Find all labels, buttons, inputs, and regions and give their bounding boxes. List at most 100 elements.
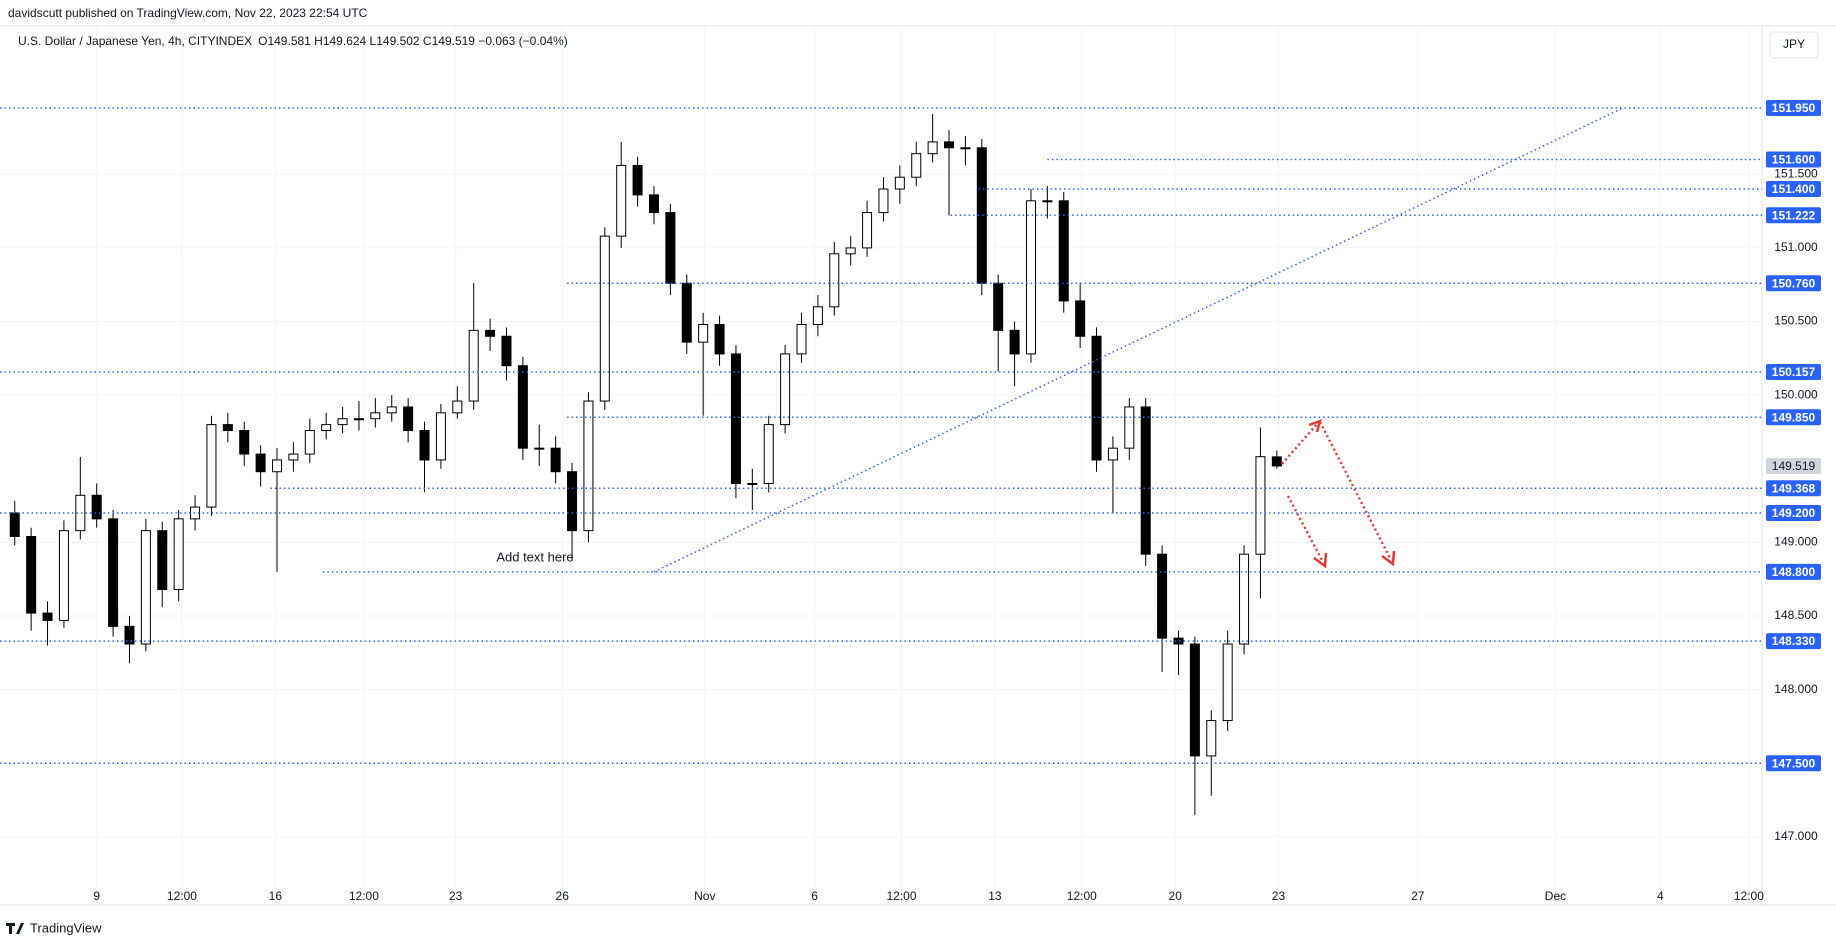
- level-label-box: [1766, 151, 1821, 168]
- level-label-box: [1766, 181, 1821, 198]
- candle-body: [1173, 637, 1184, 645]
- candle-body: [124, 625, 135, 645]
- currency-button[interactable]: [1769, 31, 1819, 59]
- level-label: 150.157: [1772, 365, 1816, 379]
- candle-body: [534, 447, 545, 450]
- candle-body: [42, 612, 53, 621]
- candle-body: [1239, 553, 1250, 645]
- candle-body: [747, 483, 758, 486]
- x-tick-label: 12:00: [886, 889, 916, 903]
- x-tick-label: 12:00: [167, 889, 197, 903]
- candle-body: [1157, 553, 1168, 639]
- candle-body: [190, 506, 201, 520]
- logo-mark: [6, 923, 24, 934]
- x-tick-label: 23: [1272, 889, 1286, 903]
- level-label: 151.600: [1772, 153, 1816, 167]
- candle-body: [271, 459, 283, 473]
- candle-body: [763, 424, 774, 485]
- candle-body: [452, 400, 463, 414]
- x-tick-label: Nov: [694, 889, 715, 903]
- x-tick-label: 26: [556, 889, 570, 903]
- level-label-box: [1766, 364, 1821, 381]
- projection-arrows: [1281, 419, 1396, 569]
- x-tick-label: 13: [988, 889, 1002, 903]
- candle-body: [730, 353, 741, 485]
- logo-text: TradingView: [30, 920, 102, 935]
- x-tick-label: 12:00: [1734, 889, 1764, 903]
- candle-body: [1025, 200, 1036, 355]
- symbol: U.S. Dollar / Japanese Yen, 4h, CITYINDE…: [18, 34, 252, 48]
- arrow-head: [1313, 552, 1328, 569]
- y-tick-label: 147.000: [1774, 829, 1818, 843]
- candle-body: [681, 282, 692, 343]
- candle-body: [648, 194, 659, 214]
- level-label-box: [1766, 409, 1821, 426]
- level-label: 151.222: [1772, 208, 1816, 222]
- level-label: 147.500: [1772, 756, 1816, 770]
- candle-body: [435, 412, 446, 461]
- candle-body: [468, 329, 479, 402]
- y-tick-label: 149.000: [1774, 535, 1818, 549]
- candle-body: [517, 365, 528, 449]
- candle-body: [1042, 200, 1053, 203]
- y-tick-label: 148.000: [1774, 682, 1818, 696]
- x-tick-label: 27: [1411, 889, 1425, 903]
- ohlc: O149.581 H149.624 L149.502 C149.519 −0.0…: [258, 34, 568, 48]
- candle-body: [1058, 200, 1069, 302]
- candle-body: [485, 329, 496, 337]
- candle-body: [911, 153, 922, 178]
- candle-body: [501, 335, 512, 367]
- candle-body: [419, 429, 430, 461]
- candle-body: [567, 471, 578, 532]
- arrow-head: [1308, 419, 1322, 433]
- candle-body: [108, 518, 119, 627]
- candle-body: [780, 353, 791, 426]
- candle-body: [239, 429, 250, 455]
- candle-body: [222, 424, 233, 431]
- candle-body: [550, 447, 561, 473]
- candle-body: [714, 323, 725, 355]
- candle-body: [993, 282, 1004, 331]
- candle-body: [845, 247, 856, 255]
- level-label-box: [1766, 207, 1821, 224]
- level-label: 148.330: [1772, 634, 1816, 648]
- arrow-head: [1381, 550, 1396, 567]
- candle-body: [304, 429, 315, 455]
- published-line: davidscutt published on TradingView.com,…: [8, 6, 368, 20]
- x-tick-label: 12:00: [1067, 889, 1097, 903]
- y-tick-label: 151.000: [1774, 240, 1818, 254]
- level-label-box: [1766, 100, 1821, 117]
- candle-body: [862, 212, 873, 249]
- axes: 9 12:00 16 12:00 23 26 Nov 6 12:00 13 12:00 20 23 27 D…: [93, 100, 1821, 903]
- last-price-box: [1766, 457, 1821, 474]
- candle-body: [1255, 456, 1266, 555]
- x-tick-label: 9: [93, 889, 100, 903]
- candle-body: [632, 164, 643, 196]
- candle-body: [665, 212, 676, 284]
- candle-body: [386, 406, 397, 414]
- candle-body: [1091, 335, 1102, 461]
- candle-body: [353, 418, 364, 421]
- candle-body: [1189, 643, 1200, 757]
- level-label-box: [1766, 504, 1821, 521]
- level-label: 151.400: [1772, 182, 1816, 196]
- candle-body: [1107, 447, 1118, 461]
- candles: [9, 113, 1282, 815]
- x-tick-label: 20: [1169, 889, 1183, 903]
- level-label: 150.760: [1772, 276, 1816, 290]
- currency-label: JPY: [1783, 37, 1805, 51]
- candle-body: [878, 188, 889, 214]
- candle-body: [206, 424, 217, 508]
- arrow: [1318, 421, 1393, 561]
- candle-body: [960, 147, 971, 150]
- level-label-box: [1766, 275, 1821, 292]
- candle-body: [698, 323, 709, 343]
- candle-body: [616, 164, 627, 237]
- candle-body: [255, 453, 266, 473]
- candle-body: [927, 141, 938, 155]
- level-label: 149.368: [1772, 481, 1816, 495]
- candle-body: [91, 494, 102, 520]
- candle-body: [173, 518, 184, 591]
- candle-body: [321, 424, 332, 431]
